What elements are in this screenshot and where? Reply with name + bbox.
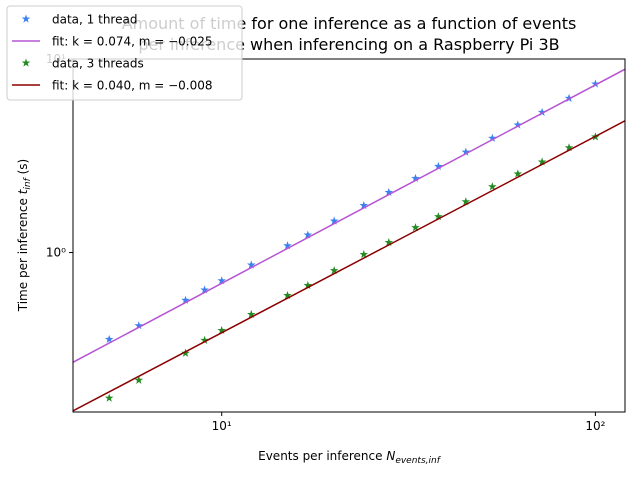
legend-label: data, 3 threads — [52, 57, 144, 71]
data-point — [217, 325, 226, 335]
data-point — [329, 266, 339, 275]
data-point — [329, 216, 339, 225]
data-point — [461, 147, 471, 156]
data-point — [303, 230, 313, 239]
data-point — [434, 161, 443, 171]
data-point — [537, 157, 547, 166]
x-axis-label-text: Events per inference — [258, 449, 386, 463]
chart-title: per inference when inferencing on a Rasp… — [138, 35, 559, 54]
plot-frame — [72, 58, 626, 413]
data-point — [564, 93, 574, 102]
legend-box — [6, 5, 243, 101]
x-tick-label: 10¹ — [212, 419, 232, 433]
data-point — [283, 241, 292, 250]
x-axis-label-symbol: N — [386, 449, 395, 463]
legend-label: data, 1 thread — [52, 13, 137, 27]
y-axis-label-unit: (s) — [16, 159, 30, 178]
fit-line — [73, 120, 625, 412]
data-point — [537, 107, 547, 116]
data-point — [384, 187, 394, 196]
data-point — [564, 143, 574, 152]
data-point — [247, 260, 256, 269]
data-point — [104, 334, 114, 343]
data-point — [104, 393, 114, 402]
y-axis-label-subscript: inf — [23, 176, 33, 189]
data-point — [303, 280, 313, 290]
data-point — [591, 79, 600, 88]
data-point — [411, 173, 420, 182]
data-point — [200, 335, 209, 344]
fit-line — [73, 68, 625, 363]
y-axis-label-symbol: t — [16, 188, 30, 194]
x-axis-label: Events per inference Nevents,inf — [258, 449, 442, 466]
x-axis-label-subscript: events,inf — [395, 456, 441, 466]
data-point — [513, 169, 523, 178]
data-point — [488, 182, 497, 191]
data-point — [217, 276, 226, 285]
data-point — [200, 285, 209, 294]
data-point — [247, 309, 256, 319]
y-axis-label-text: Time per inference — [16, 194, 30, 312]
data-point — [134, 375, 144, 384]
data-point — [359, 200, 369, 210]
data-point — [411, 223, 420, 232]
plot-area — [73, 68, 625, 412]
data-point — [181, 348, 190, 357]
data-point — [461, 197, 471, 206]
data-point — [181, 295, 190, 304]
legend-label: fit: k = 0.074, m = −0.025 — [52, 35, 213, 49]
data-point — [359, 250, 369, 259]
y-tick-label: 10⁰ — [46, 246, 66, 260]
data-point — [488, 133, 497, 142]
legend-swatch — [21, 58, 31, 67]
data-point — [513, 120, 523, 129]
data-point — [283, 290, 292, 300]
data-point — [434, 212, 443, 221]
legend: data, 1 thread fit: k = 0.074, m = −0.025… — [6, 5, 243, 101]
data-point — [384, 237, 394, 247]
data-point — [134, 321, 144, 330]
legend-swatch — [21, 14, 31, 23]
legend-label: fit: k = 0.040, m = −0.008 — [52, 79, 213, 93]
x-tick-label: 10² — [585, 419, 605, 433]
y-axis-label: Time per inference tinf (s) — [16, 159, 33, 312]
